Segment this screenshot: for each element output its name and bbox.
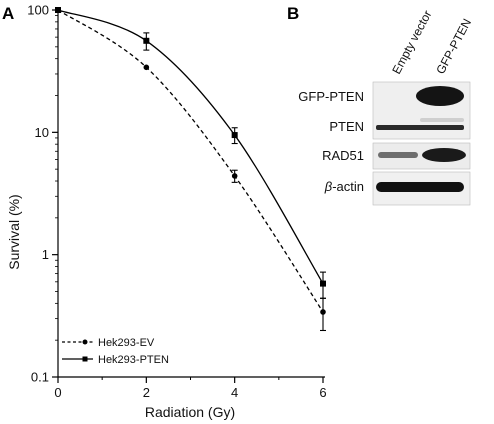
x-axis-title: Radiation (Gy) [145,404,235,420]
data-point-hek293-pten [231,132,238,139]
blot-row-label-gfp-pten: GFP-PTEN [298,89,364,104]
blot-row-label-beta-actin: β-actin [324,179,364,194]
series-line-hek293-ev [57,9,324,313]
data-point-hek293-ev [320,309,326,315]
blot-row-label-pten: PTEN [329,119,364,134]
panel-b-letter: B [287,4,299,23]
y-tick-label: 0.1 [31,370,49,385]
chart-ticks: 0 2 4 6 0.1 1 10 100 [27,3,326,401]
y-tick-label: 10 [35,125,49,140]
chart-legend: Hek293-EV Hek293-PTEN [62,337,169,366]
y-tick-label: 1 [42,247,49,262]
series-line-hek293-pten [57,9,324,284]
lane-label-empty-vector: Empty vector [389,8,434,76]
chart-series [55,7,326,332]
x-tick-label: 4 [231,385,238,400]
band-beta-actin [376,182,464,192]
western-blot: Empty vector GFP-PTEN GFP-PTEN PTEN RAD5… [298,8,474,206]
legend-marker-hek293-ev [82,339,88,345]
x-tick-label: 2 [143,385,150,400]
x-tick-label: 6 [319,385,326,400]
y-tick-label: 100 [27,3,49,18]
data-point-hek293-pten [320,280,326,287]
y-axis-title: Survival (%) [6,194,22,269]
panel-a-letter: A [2,4,14,23]
band-rad51-lane1 [378,152,418,158]
data-point-hek293-ev [143,64,150,71]
legend-label-hek293-pten: Hek293-PTEN [98,354,169,366]
data-point-hek293-pten [55,7,61,13]
data-point-hek293-pten [143,37,150,44]
lane-label-gfp-pten: GFP-PTEN [433,16,474,76]
chart-axes [57,10,325,378]
x-tick-label: 0 [54,385,61,400]
blot-row-label-rad51: RAD51 [322,148,364,163]
band-rad51-lane2 [422,148,466,162]
band-gfp-pten-lane2 [416,86,464,106]
legend-label-hek293-ev: Hek293-EV [98,337,155,349]
survival-chart: 0 2 4 6 0.1 1 10 100 Survival (%) Radiation (Gy… [6,3,327,421]
legend-marker-hek293-pten [82,356,88,362]
band-pten-both-lanes [376,125,464,130]
data-point-hek293-ev [231,173,238,179]
band-faint-lane2 [420,118,464,122]
